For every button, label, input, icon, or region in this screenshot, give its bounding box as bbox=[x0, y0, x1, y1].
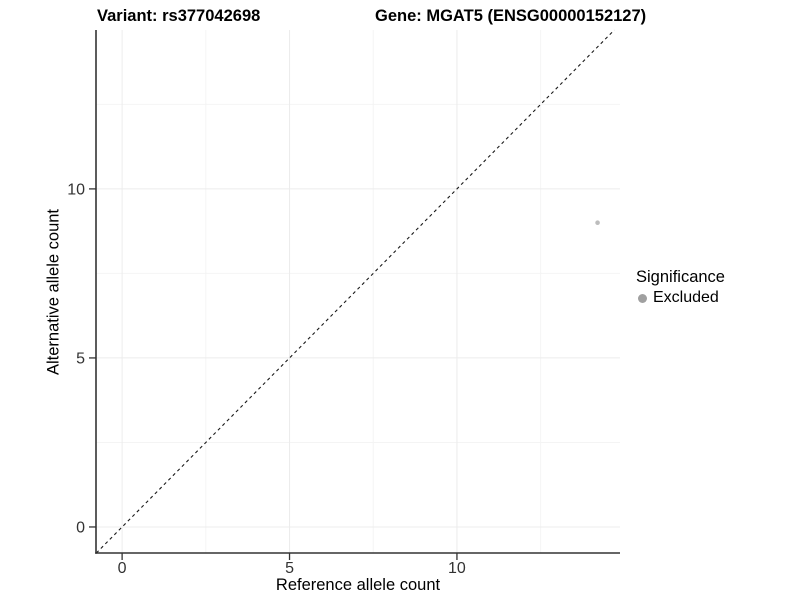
y-tick-label: 10 bbox=[67, 181, 85, 198]
legend-item-label: Excluded bbox=[653, 289, 719, 306]
x-tick-label: 5 bbox=[285, 560, 294, 577]
plot-title-gene: Gene: MGAT5 (ENSG00000152127) bbox=[375, 7, 647, 25]
legend-point-icon bbox=[638, 293, 647, 303]
y-axis-label: Alternative allele count bbox=[44, 208, 63, 376]
x-tick-label: 0 bbox=[118, 560, 127, 577]
legend-title: Significance bbox=[636, 268, 725, 286]
plot-title-variant: Variant: rs377042698 bbox=[97, 7, 261, 25]
identity-line bbox=[95, 29, 615, 554]
legend: Significance Excluded bbox=[636, 268, 725, 307]
x-axis-label: Reference allele count bbox=[275, 576, 441, 594]
y-tick-label: 5 bbox=[76, 350, 85, 367]
y-tick-label: 0 bbox=[76, 519, 85, 536]
data-point bbox=[595, 220, 600, 226]
legend-item-excluded: Excluded bbox=[636, 289, 725, 307]
x-tick-label: 10 bbox=[448, 560, 466, 577]
